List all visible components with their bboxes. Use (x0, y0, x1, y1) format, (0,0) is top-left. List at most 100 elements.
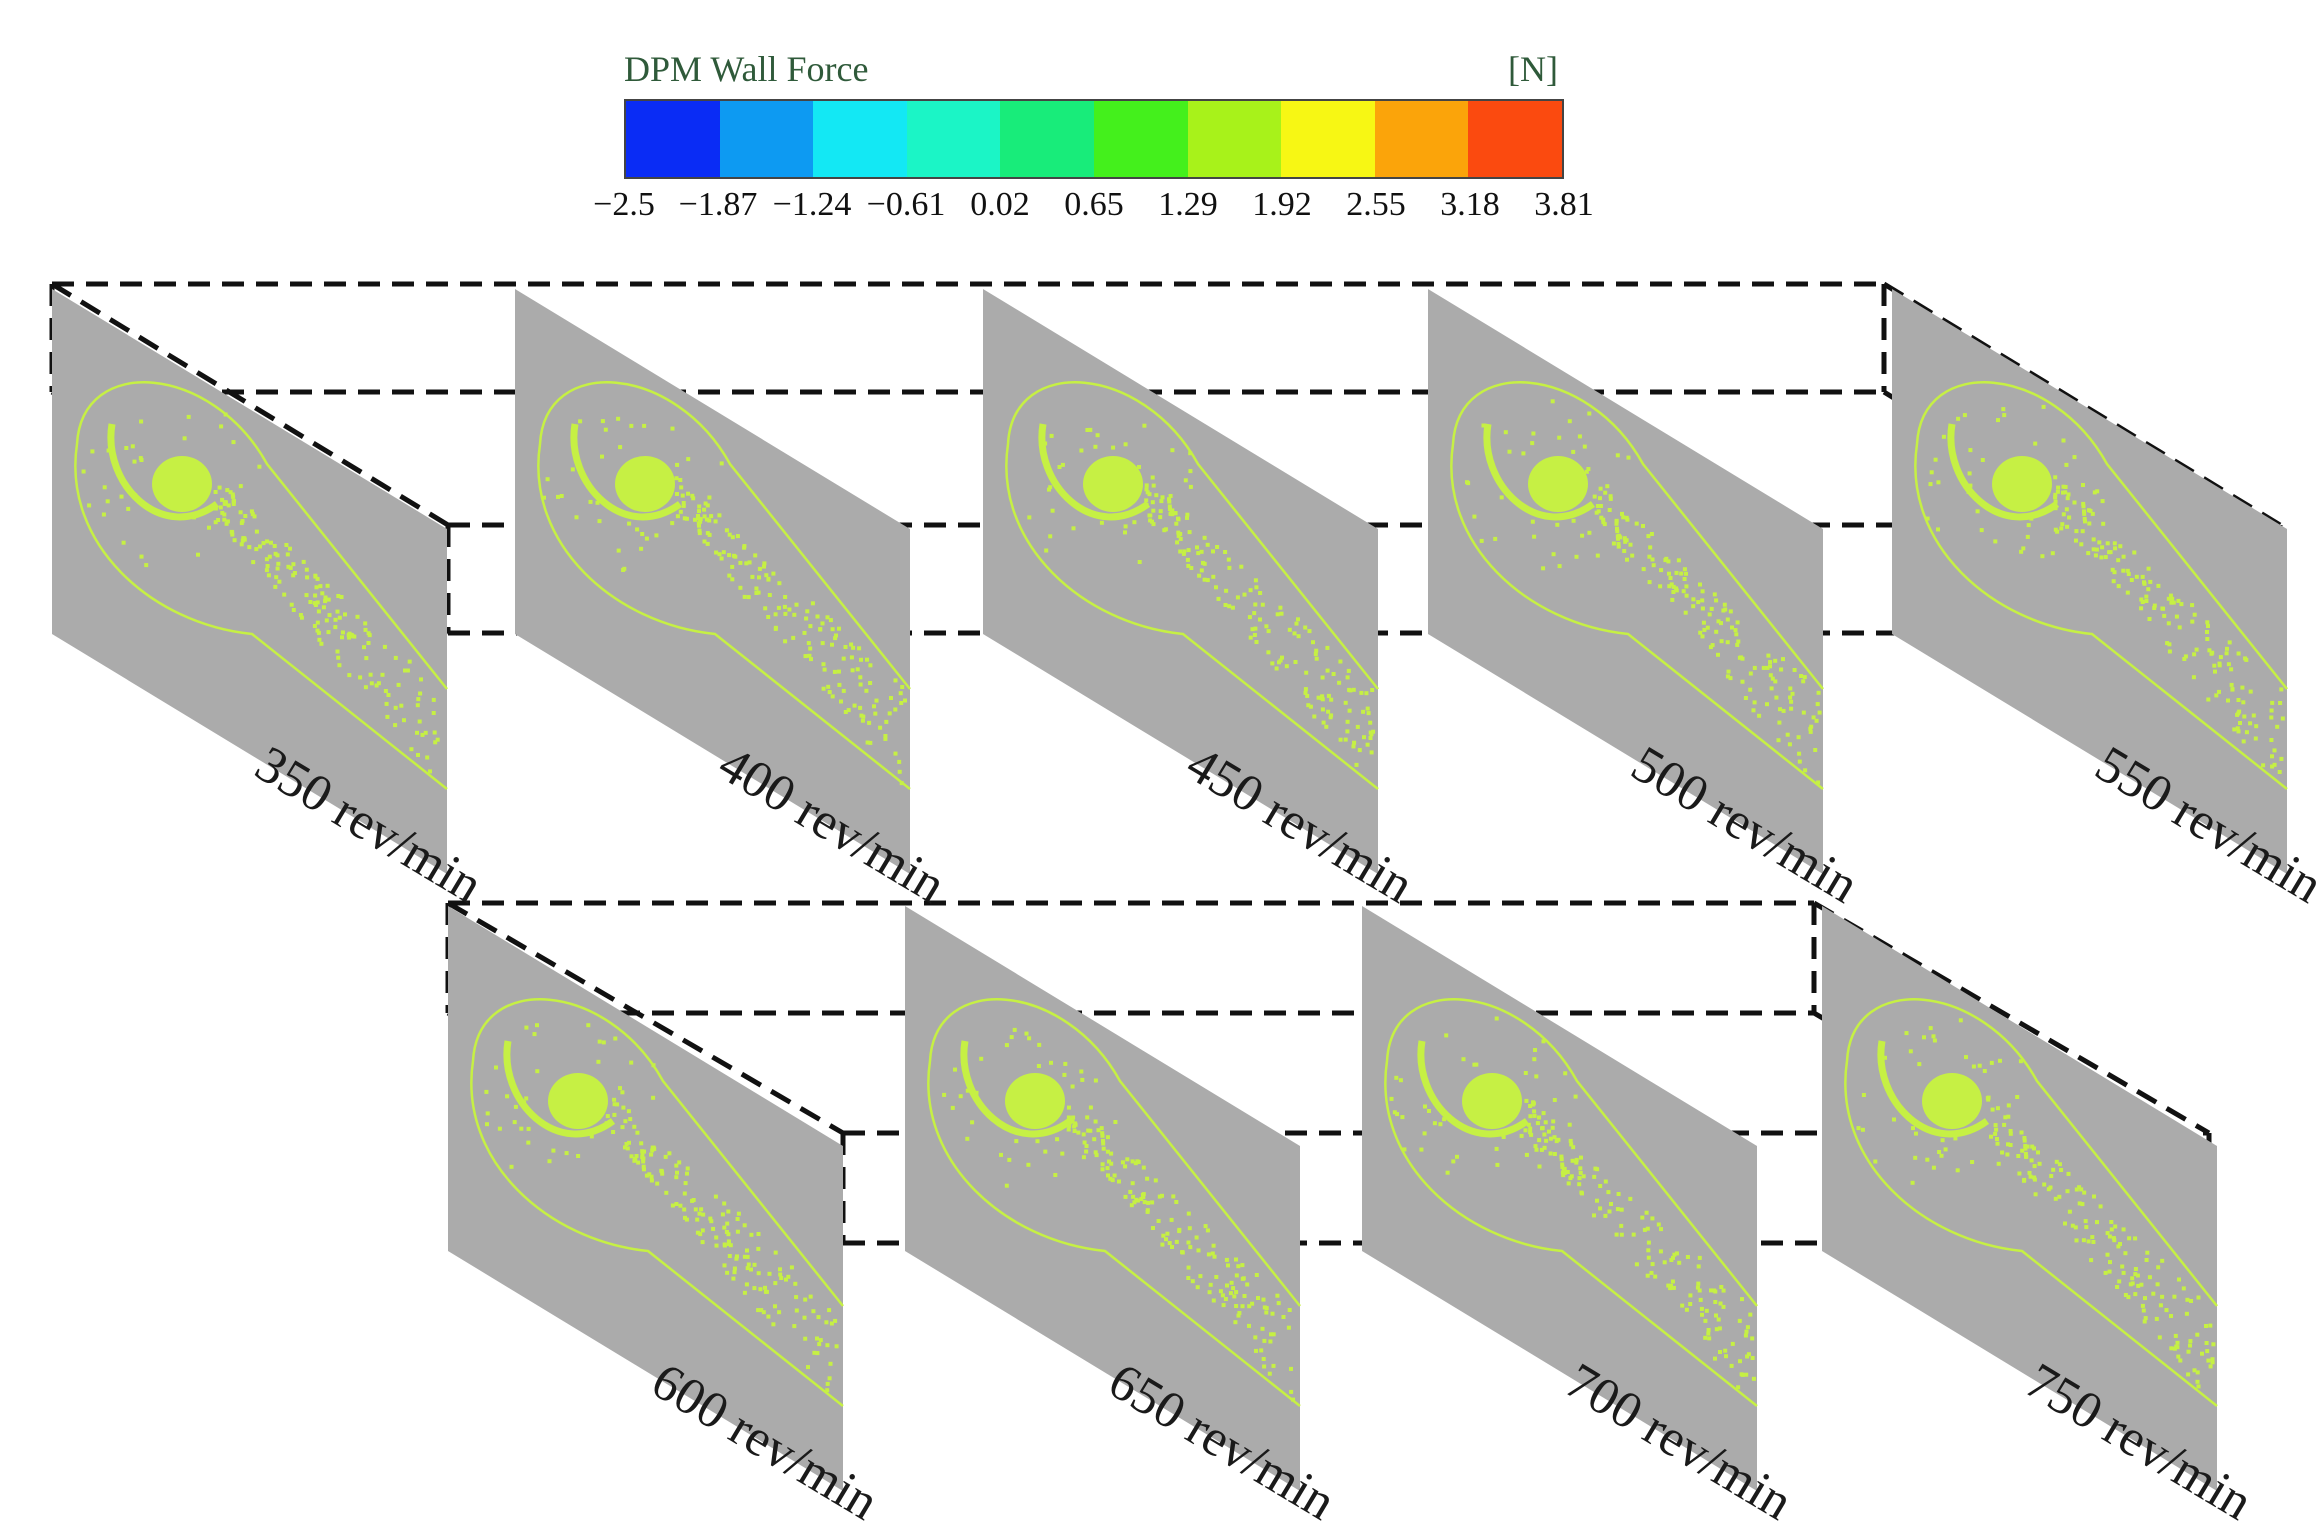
particle (855, 667, 860, 672)
particle (1494, 1016, 1499, 1021)
particle (1117, 1179, 1121, 1184)
particle (2093, 553, 2098, 558)
particle (1088, 1128, 1093, 1133)
particle (291, 608, 296, 612)
particle (2087, 521, 2092, 526)
particle (1123, 442, 1128, 447)
particle (1624, 538, 1629, 543)
particle (2204, 1341, 2209, 1345)
particle (1598, 486, 1603, 491)
particle (1220, 1293, 1225, 1298)
particle (346, 633, 351, 638)
particle (1014, 1139, 1019, 1144)
particle (1646, 1255, 1651, 1260)
particle (1619, 1223, 1624, 1228)
particle (2113, 1224, 2118, 1229)
particle (1625, 517, 1630, 522)
particle (2194, 647, 2199, 652)
particle (1573, 1094, 1578, 1099)
particle (1503, 430, 1508, 435)
particle (1066, 1115, 1071, 1120)
particle (2280, 716, 2285, 721)
particle (2177, 1277, 2181, 1282)
particle (942, 1092, 947, 1097)
particle (1650, 1262, 1655, 1267)
particle (2032, 1175, 2037, 1180)
particle (620, 1125, 625, 1130)
particle (1668, 1286, 1673, 1291)
particle (1227, 565, 1232, 570)
particle (830, 642, 834, 647)
particle (830, 694, 835, 699)
particle (1012, 1027, 1017, 1032)
particle (1548, 1136, 1553, 1141)
particle (1674, 570, 1679, 575)
particle (1631, 1232, 1636, 1237)
particle (1275, 612, 1280, 617)
particle (745, 1266, 750, 1271)
particle (1188, 451, 1193, 456)
particle (1501, 1135, 1506, 1139)
particle (1547, 1129, 1551, 1134)
particle (1215, 545, 1220, 549)
particle (2072, 455, 2077, 460)
particle (1313, 652, 1318, 657)
particle (1697, 1288, 1702, 1293)
particle (324, 618, 329, 623)
panel-background (52, 289, 447, 874)
particle (2229, 667, 2234, 672)
particle (702, 539, 707, 544)
particle (722, 1243, 727, 1248)
particle (2029, 1158, 2034, 1163)
particle (1214, 585, 1218, 590)
particle (1710, 643, 1715, 648)
particle (674, 1163, 679, 1168)
particle (223, 412, 228, 417)
colorbar-segment (719, 101, 814, 177)
particle (288, 565, 293, 570)
particle (2209, 651, 2214, 656)
particle (1190, 1279, 1195, 1284)
particle (2164, 1308, 2169, 1313)
particle (659, 1169, 664, 1174)
particle (2190, 619, 2195, 624)
particle (1355, 724, 1360, 729)
particle (231, 502, 236, 506)
particle (1099, 520, 1104, 525)
particle (697, 523, 701, 528)
particle (681, 503, 686, 508)
particle (1528, 1126, 1533, 1131)
particle (867, 720, 872, 725)
particle (1745, 1325, 1750, 1330)
particle (428, 769, 432, 774)
particle (2140, 574, 2145, 579)
particle (670, 521, 675, 526)
particle (1123, 1194, 1128, 1199)
legend-unit: [N] (1508, 49, 1558, 89)
particle (1100, 1133, 1105, 1138)
particle (231, 440, 236, 445)
particle (1519, 1133, 1524, 1138)
particle (1260, 1326, 1265, 1331)
particle (1595, 1198, 1599, 1203)
particle (2116, 558, 2121, 563)
particle (1993, 1123, 1998, 1128)
particle (2205, 1349, 2210, 1354)
particle (2040, 554, 2045, 559)
particle (1281, 1315, 1286, 1319)
particle (1746, 1352, 1751, 1357)
particle (1144, 503, 1149, 507)
particle (2019, 1130, 2024, 1135)
particle (315, 620, 320, 625)
particle (1736, 639, 1741, 644)
particle (1873, 1159, 1878, 1164)
particle (595, 500, 600, 505)
particle (1816, 780, 1821, 785)
particle (1645, 1226, 1650, 1231)
particle (1250, 1301, 1255, 1306)
particle (1346, 668, 1351, 673)
spiral-band (1038, 423, 1151, 521)
particle (374, 683, 379, 688)
particle (1789, 699, 1794, 704)
particle (756, 590, 761, 595)
